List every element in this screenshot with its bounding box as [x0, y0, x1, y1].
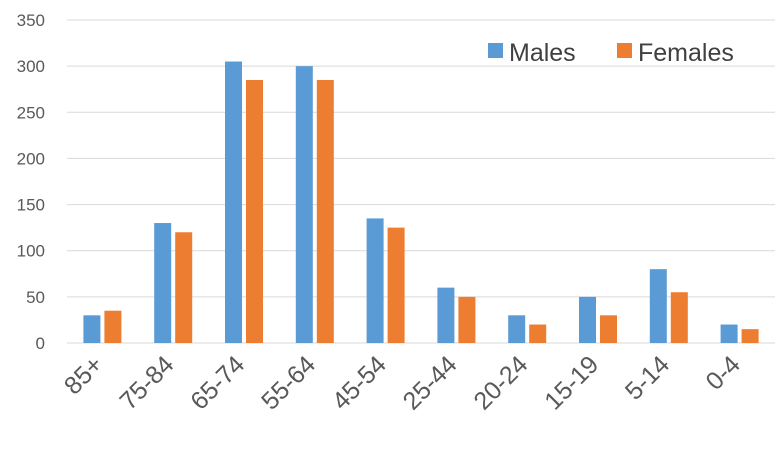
bar-females-7 — [600, 315, 617, 343]
bar-males-5 — [437, 287, 455, 343]
x-tick-label: 55-64 — [256, 350, 321, 415]
bar-females-5 — [458, 296, 476, 343]
bar-males-8 — [649, 269, 667, 343]
bar-males-7 — [579, 296, 596, 343]
y-tick-label: 250 — [17, 103, 45, 122]
x-tick-label: 25-44 — [398, 350, 463, 415]
legend-swatch-females — [617, 43, 632, 58]
bar-females-3 — [316, 79, 334, 343]
y-tick-label: 150 — [17, 196, 45, 215]
bar-females-1 — [175, 232, 193, 343]
x-tick-label: 45-54 — [327, 350, 392, 415]
bar-males-4 — [366, 218, 384, 343]
bar-males-0 — [83, 315, 101, 343]
bar-females-8 — [670, 292, 688, 343]
y-tick-label: 200 — [17, 149, 45, 168]
legend: Males Females — [488, 39, 734, 67]
bar-males-2 — [225, 61, 242, 344]
y-tick-label: 100 — [17, 242, 45, 261]
bar-females-4 — [387, 227, 405, 343]
bar-females-9 — [741, 329, 759, 343]
x-tick-label: 5-14 — [620, 350, 675, 405]
y-tick-label: 0 — [36, 334, 45, 353]
gridlines — [67, 19, 775, 344]
bar-males-9 — [720, 324, 738, 343]
y-tick-label: 50 — [26, 288, 45, 307]
legend-label-females: Females — [638, 39, 734, 67]
legend-label-males: Males — [509, 39, 576, 67]
x-tick-label: 20-24 — [468, 350, 533, 415]
bar-males-1 — [154, 223, 172, 343]
bar-females-0 — [104, 310, 122, 343]
x-tick-label: 65-74 — [185, 350, 250, 415]
legend-swatch-males — [488, 43, 503, 58]
bar-males-6 — [508, 315, 526, 343]
bar-females-6 — [529, 324, 547, 343]
y-tick-label: 300 — [17, 57, 45, 76]
y-tick-label: 350 — [17, 11, 45, 30]
x-tick-label: 85+ — [59, 350, 109, 400]
x-axis-labels: 85+ 75-84 65-74 55-64 45-54 25-44 20-24 15-19 5-… — [59, 350, 746, 415]
bar-males-3 — [295, 66, 313, 344]
bars — [83, 61, 759, 344]
bar-females-2 — [246, 79, 263, 343]
y-axis-ticks: 0 50 100 150 200 250 300 350 — [17, 11, 45, 353]
x-tick-label: 75-84 — [114, 350, 179, 415]
x-tick-label: 15-19 — [539, 350, 604, 415]
x-tick-label: 0-4 — [700, 350, 745, 395]
